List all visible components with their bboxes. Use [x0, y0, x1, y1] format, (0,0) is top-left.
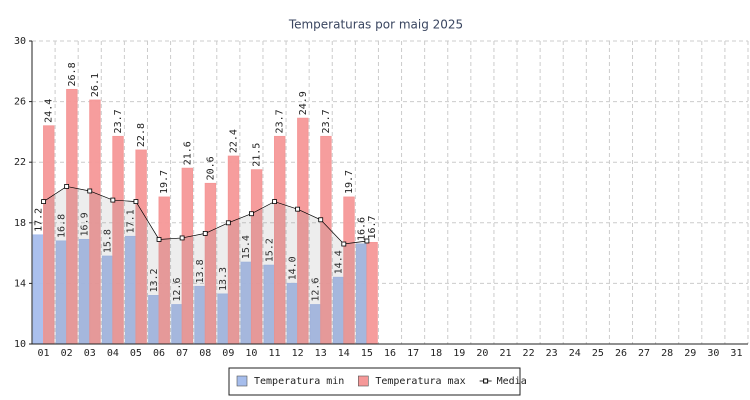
x-tick-label: 21 [499, 348, 511, 359]
legend-label: Temperatura min [254, 376, 344, 387]
data-label: 15.2 [264, 238, 275, 262]
x-tick-label: 05 [130, 348, 142, 359]
x-tick-label: 04 [107, 348, 119, 359]
line-marker [156, 237, 162, 242]
data-label: 17.2 [33, 208, 44, 232]
data-label: 15.4 [241, 235, 252, 259]
data-label: 23.7 [275, 109, 286, 133]
x-tick-label: 28 [661, 348, 673, 359]
x-tick-label: 06 [153, 348, 165, 359]
y-tick-label: 14 [14, 278, 26, 289]
line-area [43, 186, 367, 344]
x-tick-label: 13 [315, 348, 327, 359]
x-tick-label: 31 [730, 348, 742, 359]
data-label: 24.4 [44, 99, 55, 123]
data-label: 22.4 [229, 129, 240, 153]
x-tick-label: 01 [38, 348, 50, 359]
data-label: 21.5 [252, 143, 263, 167]
data-label: 16.6 [357, 217, 368, 241]
line-marker [364, 238, 370, 244]
line-marker [249, 211, 254, 217]
x-tick-label: 02 [61, 348, 73, 359]
data-label: 13.3 [218, 267, 229, 291]
line-marker [110, 197, 116, 203]
data-label: 19.7 [159, 170, 170, 194]
line-marker [295, 206, 301, 212]
data-label: 16.8 [56, 214, 67, 238]
line-marker [64, 184, 70, 189]
y-tick-label: 10 [14, 339, 26, 350]
y-tick-label: 30 [14, 36, 26, 47]
data-label: 23.7 [321, 109, 332, 133]
x-tick-label: 12 [292, 348, 304, 359]
bar [366, 241, 378, 345]
data-label: 14.0 [287, 256, 298, 280]
line-marker [133, 199, 139, 204]
x-tick-label: 27 [638, 348, 650, 359]
x-tick-label: 19 [453, 348, 465, 359]
data-label: 26.8 [67, 62, 78, 86]
y-tick-label: 26 [14, 97, 26, 108]
line-marker [202, 231, 208, 236]
line-marker [225, 220, 231, 226]
line-marker [87, 188, 93, 194]
data-label: 22.8 [136, 123, 147, 147]
x-tick-label: 16 [384, 348, 396, 359]
x-tick-label: 20 [476, 348, 488, 359]
x-tick-label: 29 [684, 348, 696, 359]
data-label: 26.1 [90, 73, 101, 97]
line-marker [179, 235, 185, 241]
y-tick-label: 18 [14, 218, 26, 229]
x-tick-label: 18 [430, 348, 442, 359]
data-label: 21.6 [182, 141, 193, 165]
x-tick-label: 03 [84, 348, 96, 359]
legend-box [228, 367, 521, 396]
data-label: 16.9 [80, 212, 91, 236]
legend-swatch [236, 375, 248, 387]
legend-swatch [483, 378, 489, 384]
data-label: 12.6 [311, 278, 322, 302]
line-marker [341, 241, 347, 247]
bar [32, 234, 45, 345]
x-tick-label: 24 [569, 348, 581, 359]
line-marker [41, 199, 46, 204]
line-marker [272, 199, 277, 204]
x-tick-label: 11 [268, 348, 280, 359]
data-label: 23.7 [113, 109, 124, 133]
x-tick-label: 22 [523, 348, 535, 359]
x-tick-label: 15 [361, 348, 373, 359]
x-tick-label: 30 [707, 348, 719, 359]
x-tick-label: 10 [245, 348, 257, 359]
x-tick-label: 08 [199, 348, 211, 359]
data-label: 15.8 [103, 229, 114, 253]
x-tick-label: 09 [222, 348, 234, 359]
data-label: 13.2 [149, 268, 160, 292]
data-label: 16.7 [367, 215, 378, 239]
data-label: 12.6 [172, 278, 183, 302]
x-tick-label: 07 [176, 348, 188, 359]
legend-label: Media [497, 376, 527, 387]
line-marker [318, 217, 324, 223]
y-tick-label: 22 [14, 157, 26, 168]
legend-label: Temperatura max [375, 376, 465, 387]
chart-title: Temperaturas por maig 2025 [288, 18, 463, 32]
legend-swatch [358, 375, 369, 387]
data-label: 19.7 [344, 170, 355, 194]
data-label: 24.9 [298, 91, 309, 115]
data-label: 14.4 [334, 250, 345, 274]
x-tick-label: 25 [592, 348, 604, 359]
x-tick-label: 14 [338, 348, 350, 359]
data-label: 17.1 [126, 209, 137, 233]
x-tick-label: 17 [407, 348, 419, 359]
data-label: 13.8 [195, 259, 206, 283]
x-tick-label: 26 [615, 348, 627, 359]
x-tick-label: 23 [546, 348, 558, 359]
data-label: 20.6 [205, 156, 216, 180]
